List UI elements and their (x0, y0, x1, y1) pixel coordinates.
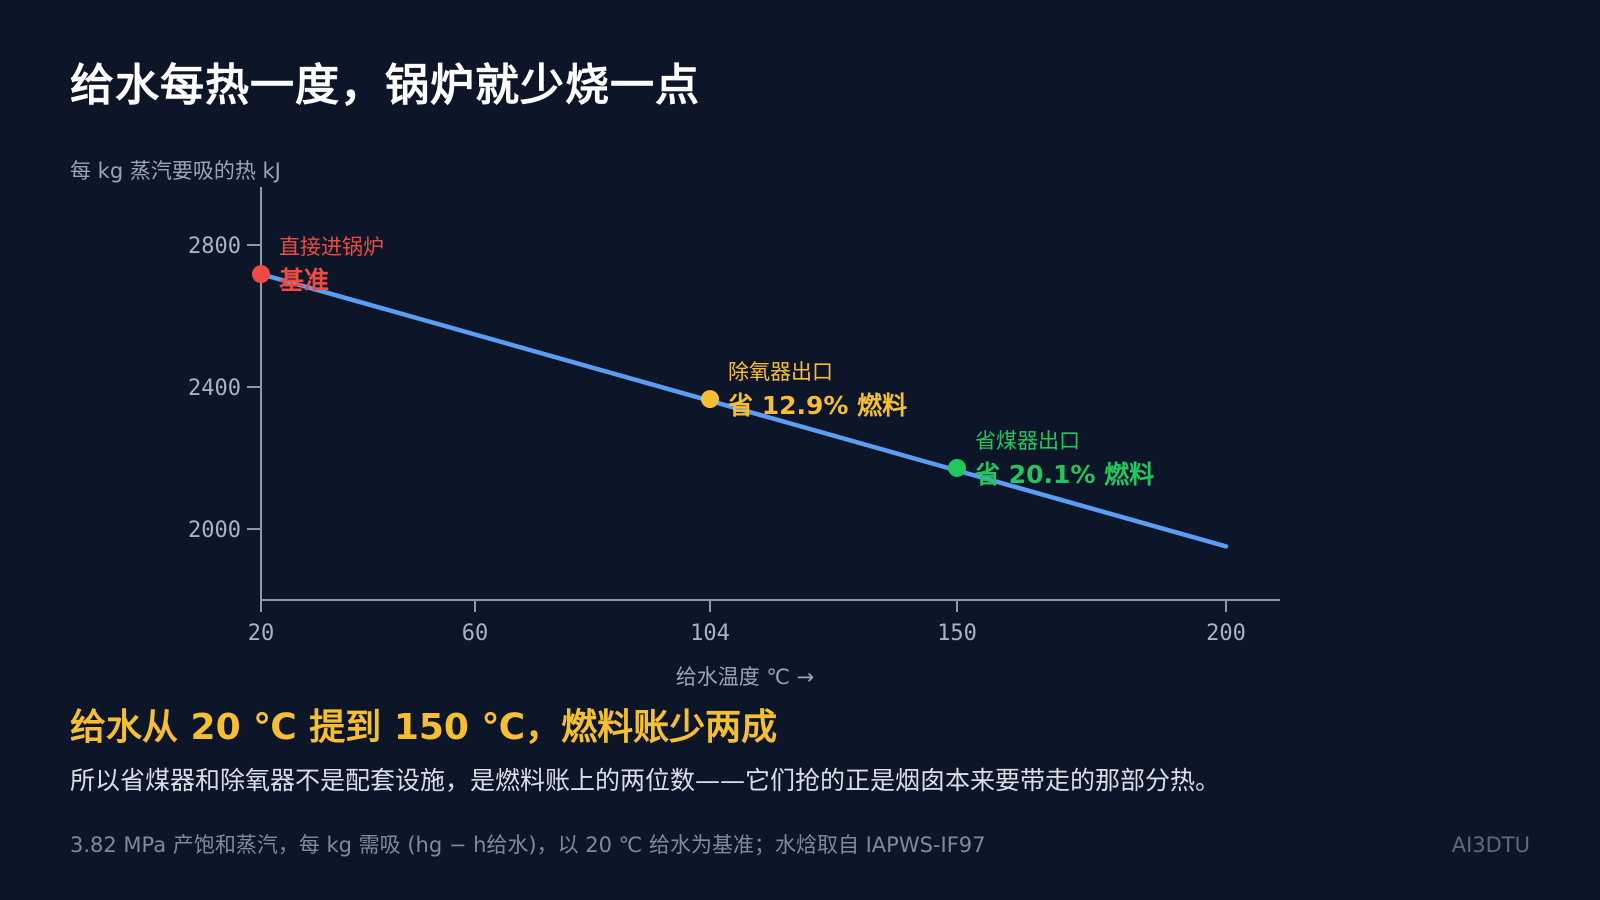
headline: 给水从 20 ℃ 提到 150 ℃，燃料账少两成 (70, 707, 778, 748)
y-tick-label: 2400 (188, 376, 241, 401)
annotation-value: 省 12.9% 燃料 (727, 391, 907, 420)
annotation-label: 省煤器出口 (975, 429, 1080, 453)
body-text: 所以省煤器和除氧器不是配套设施，是燃料账上的两位数——它们抢的正是烟囱本来要带走… (70, 766, 1221, 795)
watermark: AI3DTU (1451, 833, 1530, 857)
annotation-point (948, 458, 966, 477)
x-tick-label: 104 (690, 621, 730, 646)
y-ticks: 2000 2400 2800 (188, 234, 261, 543)
x-tick-label: 20 (248, 621, 275, 646)
annotation-point (252, 265, 270, 284)
footnote: 3.82 MPa 产饱和蒸汽，每 kg 需吸 (hg − h给水)，以 20 ℃… (70, 833, 986, 857)
page-title: 给水每热一度，锅炉就少烧一点 (70, 60, 700, 111)
y-axis-title: 每 kg 蒸汽要吸的热 kJ (70, 159, 281, 183)
annotation-point (701, 390, 719, 409)
x-tick-label: 60 (462, 621, 489, 646)
annotation-label: 除氧器出口 (728, 360, 833, 384)
y-tick-label: 2000 (188, 518, 241, 543)
annotation-label: 直接进锅炉 (279, 235, 384, 259)
annotation-value: 省 20.1% 燃料 (974, 460, 1154, 489)
x-tick-label: 150 (937, 621, 977, 646)
x-tick-label: 200 (1206, 621, 1246, 646)
annotation-value: 基准 (279, 266, 329, 295)
y-tick-label: 2800 (188, 234, 241, 259)
series-line (258, 271, 1229, 549)
x-axis-title: 给水温度 ℃ → (676, 665, 815, 689)
series-layer (258, 271, 1229, 549)
x-ticks: 20 60 104 150 200 (248, 600, 1246, 646)
